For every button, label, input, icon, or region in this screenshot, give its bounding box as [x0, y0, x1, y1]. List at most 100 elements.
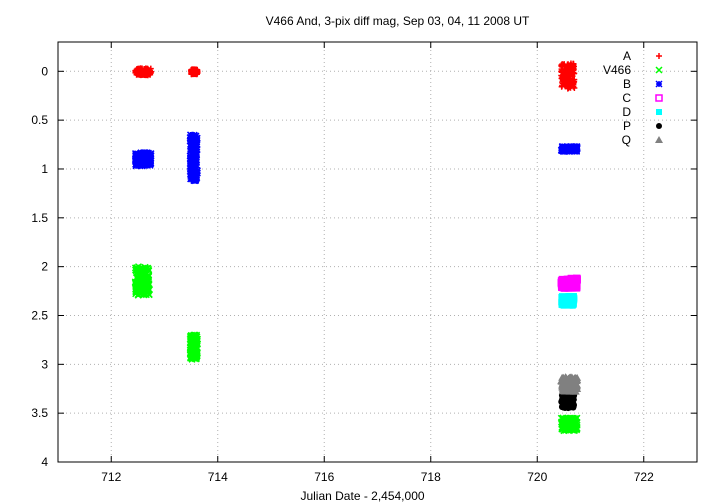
data-point [564, 68, 571, 75]
y-tick-label: 2 [41, 260, 48, 274]
data-point [134, 288, 142, 296]
legend-label: D [622, 105, 631, 119]
data-point [566, 379, 575, 387]
data-points [131, 60, 582, 435]
data-point [571, 382, 580, 390]
data-point [561, 403, 568, 410]
chart-title: V466 And, 3-pix diff mag, Sep 03, 04, 11… [266, 14, 530, 28]
data-point [133, 159, 141, 167]
data-point [564, 143, 572, 151]
series-q [557, 373, 582, 395]
data-point [557, 377, 566, 385]
legend-marker [656, 53, 662, 59]
series-v466 [131, 263, 581, 435]
data-point [560, 61, 567, 68]
data-point [193, 138, 201, 146]
data-point [193, 146, 201, 154]
legend-label: V466 [603, 63, 631, 77]
data-point [567, 60, 574, 67]
y-tick-label: 1.5 [31, 211, 48, 225]
data-point [572, 143, 580, 151]
data-point [139, 265, 147, 273]
data-point [186, 164, 194, 172]
data-point [192, 155, 200, 163]
legend-marker [656, 109, 662, 115]
y-tick-label: 0.5 [31, 113, 48, 127]
data-point [569, 425, 577, 433]
data-point [145, 280, 153, 288]
x-tick-label: 714 [208, 470, 228, 484]
data-point [138, 282, 146, 290]
data-point [560, 382, 569, 390]
data-point [140, 161, 148, 169]
data-point [136, 70, 143, 77]
x-tick-label: 712 [101, 470, 121, 484]
data-point [190, 160, 198, 168]
data-point [147, 150, 155, 158]
data-point [134, 276, 142, 284]
data-point [134, 266, 142, 274]
data-point [189, 67, 196, 74]
data-point [559, 394, 566, 401]
data-point [135, 65, 142, 72]
legend-label: A [623, 49, 631, 63]
data-point [142, 154, 150, 162]
data-point [191, 133, 199, 141]
legend-label: C [622, 91, 631, 105]
legend-marker [655, 66, 663, 74]
data-point [141, 66, 148, 73]
data-point [566, 414, 574, 422]
y-tick-label: 3 [41, 357, 48, 371]
data-point [564, 299, 571, 306]
x-tick-label: 718 [421, 470, 441, 484]
data-point [191, 331, 199, 339]
x-tick-label: 720 [527, 470, 547, 484]
x-tick-label: 716 [314, 470, 334, 484]
data-point [567, 83, 574, 90]
data-point [190, 342, 198, 350]
data-point [570, 404, 577, 411]
legend-marker [656, 123, 662, 129]
data-point [569, 302, 576, 309]
data-point [568, 399, 575, 406]
data-point [192, 350, 200, 358]
y-tick-label: 4 [41, 455, 48, 469]
data-point [560, 419, 568, 427]
data-point [560, 295, 567, 302]
x-tick-label: 722 [634, 470, 654, 484]
data-point [141, 151, 149, 159]
legend-marker [655, 136, 663, 143]
data-point [191, 171, 199, 179]
legend-marker [655, 94, 663, 102]
data-point [571, 70, 578, 77]
data-point [193, 71, 200, 78]
axis-ticks: 712 714 716 718 720 722 0 0.5 1 1.5 2 2.5 3 3.5 4 [31, 42, 697, 484]
legend-label: P [623, 119, 631, 133]
data-point [134, 155, 142, 163]
x-axis-label: Julian Date - 2,454,000 [300, 489, 424, 503]
data-point [568, 283, 576, 292]
legend-label: B [623, 77, 631, 91]
y-tick-label: 0 [41, 64, 48, 78]
data-point [559, 147, 567, 155]
data-point [188, 154, 196, 162]
data-point [569, 65, 576, 72]
grid-lines [58, 42, 697, 463]
series-a [132, 60, 578, 92]
data-point [560, 77, 567, 84]
data-point [144, 66, 151, 73]
data-point [140, 69, 147, 76]
data-point [145, 286, 153, 294]
data-point [567, 295, 574, 302]
y-tick-label: 1 [41, 162, 48, 176]
data-point [189, 150, 197, 158]
data-point [192, 174, 200, 182]
legend-label: Q [622, 133, 631, 147]
y-tick-label: 3.5 [31, 406, 48, 420]
data-point [189, 132, 197, 140]
plot-frame [57, 41, 698, 463]
data-point [560, 301, 567, 308]
legend-marker [655, 80, 663, 88]
